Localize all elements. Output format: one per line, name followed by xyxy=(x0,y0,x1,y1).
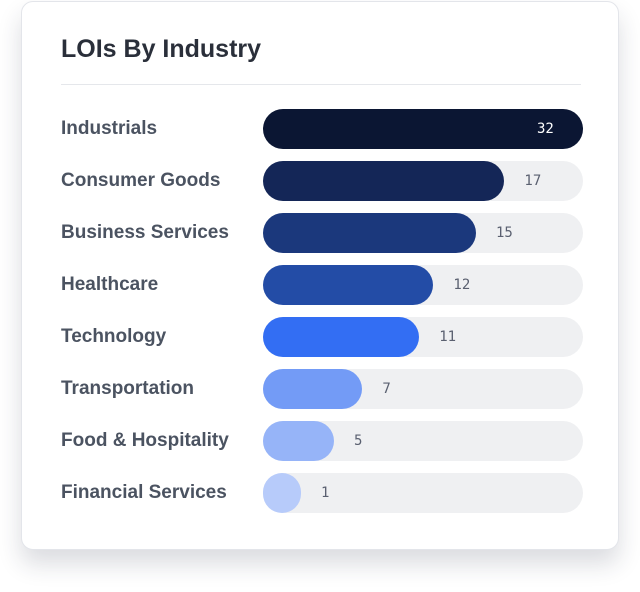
bar-track: 1 xyxy=(263,473,583,513)
value-label: 12 xyxy=(453,277,471,293)
bar-row: Healthcare 12 xyxy=(61,265,583,305)
bar xyxy=(263,317,420,357)
category-label: Industrials xyxy=(61,118,158,139)
bar-track: 5 xyxy=(263,421,583,461)
bar-row: Industrials 32 xyxy=(61,109,583,149)
bar-row: Consumer Goods 17 xyxy=(61,161,583,201)
bar-track: 12 xyxy=(263,265,583,305)
bar-track: 17 xyxy=(263,161,583,201)
bar xyxy=(263,161,505,201)
value-label: 17 xyxy=(524,173,542,189)
category-label: Technology xyxy=(61,326,167,347)
category-label: Food & Hospitality xyxy=(61,430,229,451)
value-label: 1 xyxy=(321,485,330,501)
loi-by-industry-card: LOIs By Industry Industrials 32 Consumer G… xyxy=(21,1,619,550)
bar xyxy=(263,265,434,305)
category-label: Healthcare xyxy=(61,274,159,295)
bar xyxy=(263,369,363,409)
bar-row: Transportation 7 xyxy=(61,369,583,409)
bar-track: 7 xyxy=(263,369,583,409)
divider xyxy=(61,84,581,85)
bar xyxy=(263,421,334,461)
bar xyxy=(263,109,583,149)
bar-row: Food & Hospitality 5 xyxy=(61,421,583,461)
value-label: 5 xyxy=(354,433,363,449)
bar-row: Financial Services 1 xyxy=(61,473,583,513)
bar xyxy=(263,473,301,513)
value-label: 15 xyxy=(496,225,513,241)
value-label: 7 xyxy=(382,381,391,397)
bar-track: 15 xyxy=(263,213,583,253)
bar-row: Business Services 15 xyxy=(61,213,583,253)
category-label: Business Services xyxy=(61,222,229,243)
value-label: 11 xyxy=(439,329,457,345)
category-label: Consumer Goods xyxy=(61,170,221,191)
bar-row: Technology 11 xyxy=(61,317,583,357)
category-label: Financial Services xyxy=(61,482,227,503)
category-label: Transportation xyxy=(61,378,195,399)
bar-track: 11 xyxy=(263,317,583,357)
bar-track: 32 xyxy=(263,109,583,149)
chart-title: LOIs By Industry xyxy=(61,35,262,63)
bar xyxy=(263,213,476,253)
value-label: 32 xyxy=(537,121,554,137)
